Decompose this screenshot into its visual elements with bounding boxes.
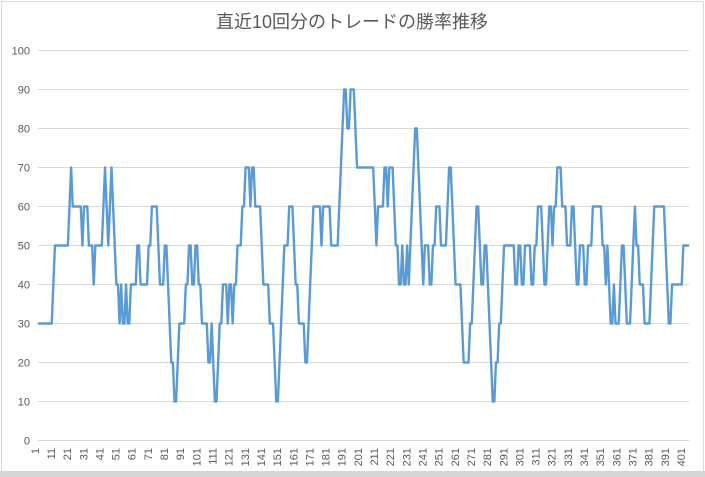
svg-text:71: 71 — [143, 448, 155, 460]
svg-text:161: 161 — [288, 448, 300, 466]
svg-text:40: 40 — [18, 279, 30, 291]
svg-text:321: 321 — [547, 448, 559, 466]
svg-text:51: 51 — [111, 448, 123, 460]
svg-text:60: 60 — [18, 201, 30, 213]
svg-text:31: 31 — [78, 448, 90, 460]
svg-text:21: 21 — [62, 448, 74, 460]
svg-text:301: 301 — [514, 448, 526, 466]
svg-text:391: 391 — [660, 448, 672, 466]
svg-text:331: 331 — [563, 448, 575, 466]
svg-text:241: 241 — [418, 448, 430, 466]
svg-text:50: 50 — [18, 240, 30, 252]
svg-text:111: 111 — [208, 448, 220, 465]
svg-text:261: 261 — [450, 448, 462, 466]
svg-text:101: 101 — [191, 448, 203, 466]
svg-text:221: 221 — [385, 448, 397, 466]
svg-text:131: 131 — [240, 448, 252, 466]
svg-text:61: 61 — [127, 448, 139, 460]
svg-text:90: 90 — [18, 84, 30, 96]
svg-text:181: 181 — [321, 448, 333, 466]
svg-text:291: 291 — [498, 448, 510, 466]
svg-text:201: 201 — [353, 448, 365, 466]
svg-text:91: 91 — [175, 448, 187, 460]
svg-text:381: 381 — [644, 448, 656, 466]
svg-text:361: 361 — [611, 448, 623, 466]
svg-text:231: 231 — [401, 448, 413, 466]
svg-text:191: 191 — [337, 448, 349, 466]
svg-text:281: 281 — [482, 448, 494, 466]
svg-text:341: 341 — [579, 448, 591, 466]
svg-text:141: 141 — [256, 448, 268, 466]
svg-text:151: 151 — [272, 448, 284, 466]
svg-text:271: 271 — [466, 448, 478, 466]
svg-text:0: 0 — [24, 435, 30, 447]
svg-text:20: 20 — [18, 357, 30, 369]
svg-text:80: 80 — [18, 123, 30, 135]
svg-text:171: 171 — [304, 448, 316, 466]
svg-text:251: 251 — [434, 448, 446, 466]
svg-text:10: 10 — [18, 396, 30, 408]
svg-text:311: 311 — [531, 448, 543, 466]
svg-text:211: 211 — [369, 448, 381, 466]
svg-text:351: 351 — [595, 448, 607, 466]
svg-text:100: 100 — [12, 45, 30, 57]
svg-text:直近10回分のトレードの勝率推移: 直近10回分のトレードの勝率推移 — [216, 12, 488, 32]
svg-text:81: 81 — [159, 448, 171, 460]
svg-text:70: 70 — [18, 162, 30, 174]
svg-text:41: 41 — [94, 448, 106, 460]
svg-text:371: 371 — [628, 448, 640, 466]
svg-text:121: 121 — [224, 448, 236, 466]
svg-text:30: 30 — [18, 318, 30, 330]
svg-text:11: 11 — [46, 448, 58, 459]
svg-text:401: 401 — [676, 448, 688, 466]
svg-text:1: 1 — [30, 448, 42, 454]
